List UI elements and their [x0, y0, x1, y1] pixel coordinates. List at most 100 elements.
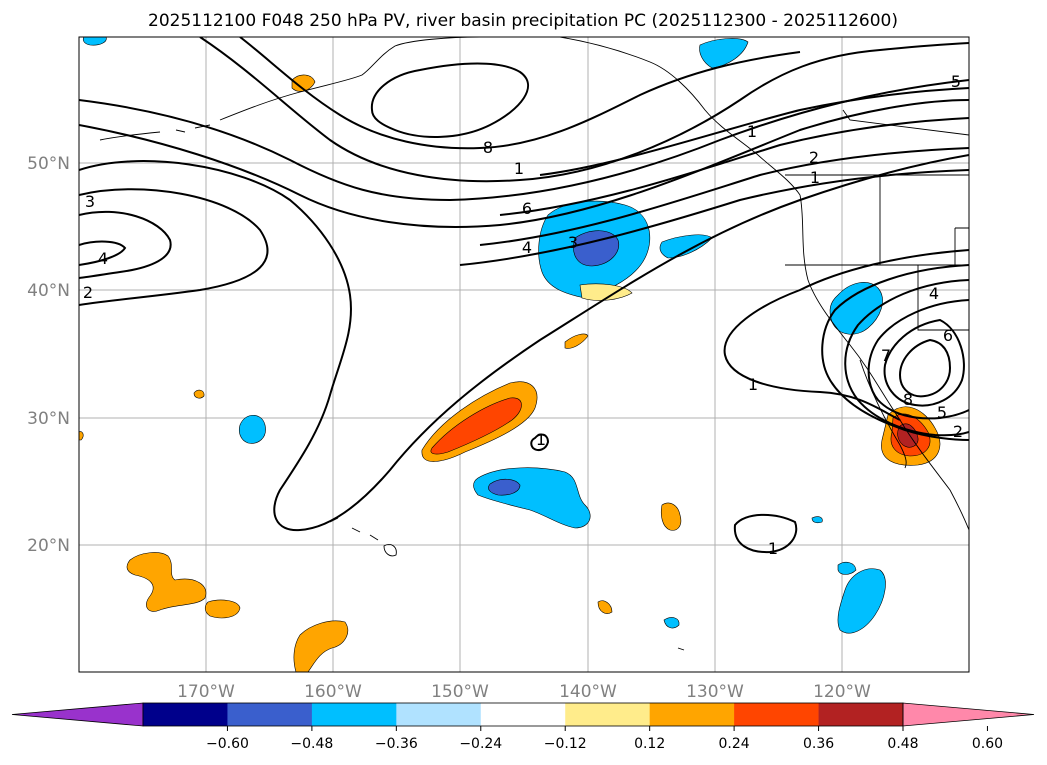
map-panel: 8 1 6 4 3 3 4 2 5 2 1 1 1 1 4 6 7 8 5 2 [78, 36, 970, 673]
precip-positive-small-1 [660, 502, 682, 531]
colorbar-tick-label: −0.24 [459, 736, 502, 752]
precip-positive-small-5 [193, 389, 205, 399]
colorbar-frame [142, 702, 904, 727]
contour-label: 5 [937, 403, 947, 422]
west-coast-na [799, 194, 969, 531]
contour-label: 7 [881, 346, 891, 365]
pv-contour-low-5 [883, 318, 965, 407]
colorbar-tick-label: 0.12 [634, 736, 665, 752]
pv-contour-7 [479, 147, 969, 246]
pv-contour-1-small [530, 433, 550, 451]
colorbar-segment [396, 703, 482, 726]
colorbar-tick-label: −0.60 [206, 736, 249, 752]
precip-negative-145w-core [488, 478, 521, 496]
precip-positive-edge [79, 431, 84, 441]
pv-contour-low-2 [821, 264, 969, 441]
colorbar-tick-label: −0.12 [544, 736, 587, 752]
lon-label: 140°W [559, 682, 617, 702]
precip-positive-sw-2 [204, 599, 241, 619]
contour-label: 6 [943, 326, 953, 345]
pv-contour-5 [539, 87, 969, 176]
pv-contours [79, 37, 969, 554]
precip-negative-small-1 [659, 234, 713, 259]
pv-contour-4-west [79, 240, 127, 266]
precip-negative-california [829, 282, 883, 335]
contour-label: 6 [522, 199, 532, 218]
contour-label: 1 [748, 375, 758, 394]
colorbar: −0.60 −0.48 −0.36 −0.24 −0.12 0.12 0.24 0.36 0.4… [11, 702, 1035, 752]
lat-labels: 50°N 40°N 30°N 20°N [27, 154, 70, 556]
lon-labels: 170°W 160°W 150°W 140°W 130°W 120°W [177, 682, 871, 702]
pv-contour-2-west [79, 188, 269, 306]
precip-positive-150w-core [430, 397, 522, 455]
precip-negative-166w [238, 414, 266, 444]
pv-contour-low-6 [898, 338, 952, 398]
pv-contour-2 [79, 99, 969, 228]
pv-contour-3 [199, 37, 969, 183]
colorbar-tick-label: 0.36 [803, 736, 834, 752]
colorbar-extend-max [902, 702, 1035, 727]
contour-label: 8 [483, 138, 493, 157]
lon-label: 130°W [686, 682, 744, 702]
lat-label: 30°N [27, 409, 70, 429]
colorbar-segment [480, 703, 566, 726]
contour-label: 2 [83, 283, 93, 302]
colorbar-segment [734, 703, 819, 726]
colorbar-tick-label: −0.36 [375, 736, 418, 752]
pv-contour-6 [499, 117, 969, 216]
map-title: 2025112100 F048 250 hPa PV, river basin … [148, 11, 898, 31]
colorbar-ticks: −0.60 −0.48 −0.36 −0.24 −0.12 0.12 0.24 0.36 0.4… [206, 726, 1003, 752]
contour-label: 1 [536, 430, 546, 449]
contour-label: 1 [747, 122, 757, 141]
lat-label: 40°N [27, 281, 70, 301]
lon-label: 160°W [304, 682, 362, 702]
contour-label: 1 [514, 159, 524, 178]
contour-label: 5 [951, 72, 961, 91]
pv-contour-8 [459, 169, 969, 266]
precip-negative-120w-south [837, 568, 886, 634]
pv-contour-1 [79, 79, 969, 202]
colorbar-segment [143, 703, 228, 726]
colorbar-segment [565, 703, 650, 726]
colorbar-segment [649, 703, 735, 726]
precip-negative-alaska [699, 38, 749, 69]
lon-label: 150°W [431, 682, 489, 702]
colorbar-extend-min [11, 702, 144, 727]
colorbar-segment [311, 703, 397, 726]
colorbar-segments [11, 702, 1035, 727]
pv-contour-low-4 [867, 299, 969, 420]
contour-label: 1 [768, 539, 778, 558]
pv-contour-8-closed [370, 62, 530, 138]
precip-negative-small-2 [837, 561, 857, 575]
precip-negative-small-4 [663, 617, 680, 629]
precip-positive-small-3 [564, 333, 589, 349]
colorbar-tick-label: 0.24 [719, 736, 750, 752]
precip-positive-small-2 [597, 600, 613, 614]
contour-label: 8 [903, 390, 913, 409]
precip-positive-small-4 [291, 74, 316, 92]
island-small [677, 647, 685, 651]
colorbar-segment [227, 703, 313, 726]
contour-labels: 8 1 6 4 3 3 4 2 5 2 1 1 1 1 4 6 7 8 5 2 [83, 72, 963, 558]
colorbar-segment [818, 703, 904, 726]
alaska-coast [559, 37, 801, 196]
pv-contour-1-long [79, 154, 969, 532]
lon-label: 120°W [813, 682, 871, 702]
contour-label: 3 [568, 233, 578, 252]
pv-contour-low-3 [844, 279, 969, 437]
map-frame [78, 36, 970, 673]
precip-negative-corner [82, 37, 107, 46]
lon-label: 170°W [177, 682, 235, 702]
lat-label: 50°N [27, 154, 70, 174]
contour-label: 3 [85, 192, 95, 211]
colorbar-tick-label: −0.48 [290, 736, 333, 752]
pv-contour-4 [239, 37, 801, 150]
precip-negative-small-3 [811, 516, 823, 524]
contour-label: 4 [929, 284, 939, 303]
aleutian-coast [219, 37, 481, 121]
colorbar-tick-label: 0.48 [887, 736, 918, 752]
contour-label: 2 [953, 422, 963, 441]
pv-contour-3-west [79, 210, 172, 279]
pv-contour-1-south [733, 513, 798, 554]
